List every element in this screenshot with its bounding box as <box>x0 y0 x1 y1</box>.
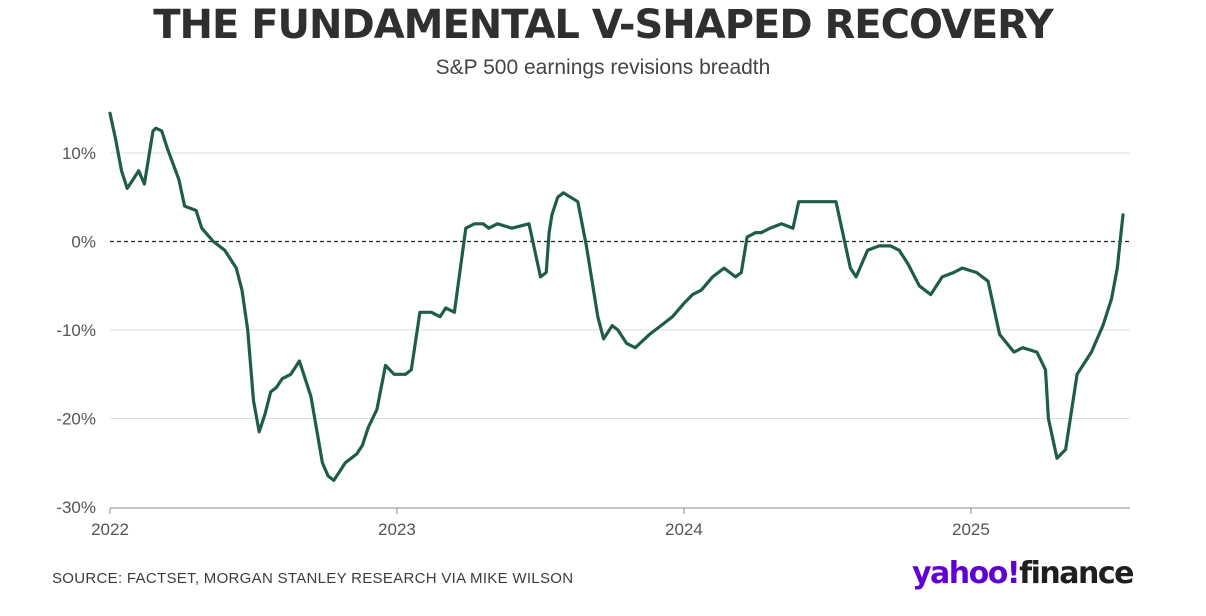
axes: 10% 0% -10% -20% -30% 2022 2023 2024 2025 <box>56 144 1130 539</box>
x-tick-label: 2024 <box>665 520 703 539</box>
y-tick-label: -10% <box>56 321 96 340</box>
y-tick-label: -20% <box>56 410 96 429</box>
series-line <box>108 111 1125 482</box>
source-note: SOURCE: FACTSET, MORGAN STANLEY RESEARCH… <box>52 570 574 587</box>
chart-title: THE FUNDAMENTAL V-SHAPED RECOVERY <box>153 2 1054 48</box>
series-layer <box>108 111 1125 482</box>
yahoo-finance-logo: yahoo!finance <box>912 556 1134 591</box>
x-tick-label: 2022 <box>91 520 129 539</box>
x-tick-label: 2023 <box>378 520 416 539</box>
y-tick-label: 10% <box>62 144 96 163</box>
x-tick-label: 2025 <box>952 520 990 539</box>
gridlines <box>110 152 1130 419</box>
brand-yahoo: yahoo! <box>912 556 1021 591</box>
y-tick-label: -30% <box>56 498 96 517</box>
brand-finance: finance <box>1019 556 1134 591</box>
y-tick-label: 0% <box>71 233 96 252</box>
chart-subtitle: S&P 500 earnings revisions breadth <box>435 56 771 79</box>
